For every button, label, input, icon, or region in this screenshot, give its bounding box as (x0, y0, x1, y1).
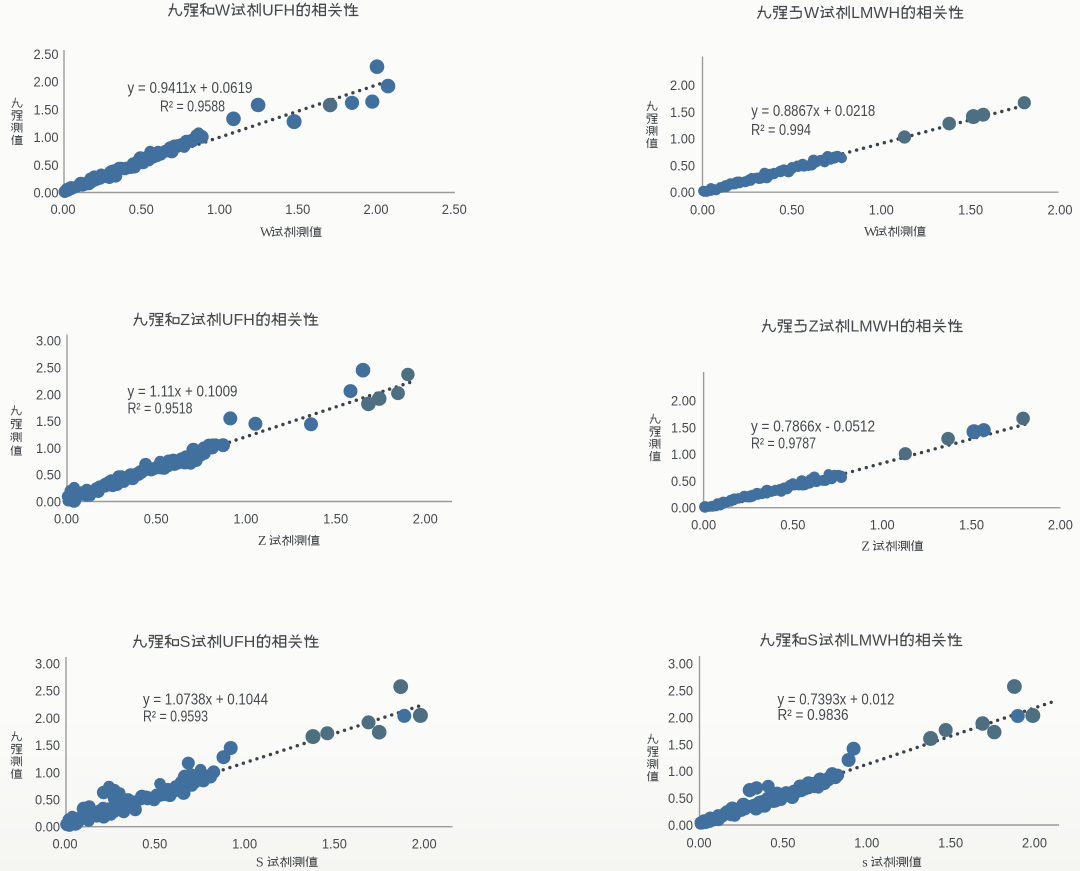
svg-text:1.50: 1.50 (36, 413, 61, 429)
svg-text:Z: Z (809, 319, 819, 336)
svg-text:y = 1.0738x + 0.1044: y = 1.0738x + 0.1044 (143, 692, 268, 709)
svg-text:UFH: UFH (222, 312, 255, 329)
svg-text:1.50: 1.50 (938, 835, 963, 851)
svg-text:R² = 0.9836: R² = 0.9836 (778, 707, 849, 724)
svg-text:LMWH: LMWH (851, 5, 900, 22)
svg-text:0.50: 0.50 (36, 467, 61, 483)
svg-text:2.00: 2.00 (1048, 202, 1073, 218)
svg-text:1.00: 1.00 (34, 129, 59, 145)
svg-text:1.50: 1.50 (959, 517, 984, 533)
svg-text:1.00: 1.00 (670, 131, 695, 147)
svg-text:R² = 0.9787: R² = 0.9787 (751, 436, 816, 453)
svg-text:0.50: 0.50 (129, 201, 154, 217)
svg-text:y = 0.9411x + 0.0619: y = 0.9411x + 0.0619 (128, 80, 253, 97)
svg-text:1.50: 1.50 (285, 201, 310, 217)
svg-text:W: W (804, 5, 820, 22)
svg-text:3.00: 3.00 (36, 333, 61, 349)
svg-text:2.00: 2.00 (34, 74, 59, 90)
svg-text:S: S (807, 633, 818, 650)
svg-text:0.50: 0.50 (34, 157, 59, 173)
svg-text:R² = 0.9593: R² = 0.9593 (143, 709, 208, 726)
svg-text:0.00: 0.00 (690, 202, 715, 218)
svg-text:y = 1.11x + 0.1009: y = 1.11x + 0.1009 (128, 384, 238, 401)
svg-text:2.50: 2.50 (442, 201, 467, 217)
svg-text:0.00: 0.00 (53, 836, 78, 852)
svg-text:1.50: 1.50 (322, 836, 347, 852)
svg-text:0.00: 0.00 (35, 819, 60, 835)
svg-text:2.00: 2.00 (668, 709, 693, 725)
svg-text:S: S (180, 634, 191, 651)
svg-text:R² = 0.994: R² = 0.994 (751, 122, 811, 139)
svg-text:R² = 0.9588: R² = 0.9588 (160, 99, 225, 116)
svg-text:1.00: 1.00 (671, 446, 696, 462)
svg-text:0.00: 0.00 (670, 184, 695, 200)
svg-text:W: W (260, 226, 274, 241)
svg-text:2.50: 2.50 (35, 683, 60, 699)
svg-text:y = 0.7393x + 0.012: y = 0.7393x + 0.012 (778, 692, 895, 709)
svg-text:2.00: 2.00 (671, 393, 696, 409)
svg-text:0.50: 0.50 (670, 157, 695, 173)
svg-text:3.00: 3.00 (35, 656, 60, 672)
svg-text:0.50: 0.50 (779, 202, 804, 218)
svg-text:R² = 0.9518: R² = 0.9518 (128, 401, 193, 418)
svg-text:W: W (215, 3, 231, 20)
svg-text:Z: Z (258, 534, 267, 549)
svg-text:0.50: 0.50 (35, 792, 60, 808)
svg-text:0.00: 0.00 (687, 835, 712, 851)
svg-text:1.50: 1.50 (670, 104, 695, 120)
svg-text:0.00: 0.00 (54, 511, 79, 527)
svg-text:1.00: 1.00 (233, 511, 258, 527)
svg-text:1.00: 1.00 (869, 202, 894, 218)
svg-text:Z: Z (861, 540, 870, 555)
svg-text:0.00: 0.00 (34, 185, 59, 201)
svg-text:1.00: 1.00 (35, 764, 60, 780)
svg-text:1.50: 1.50 (668, 736, 693, 752)
svg-text:3.00: 3.00 (668, 656, 693, 672)
svg-text:UFH: UFH (262, 3, 295, 20)
svg-text:1.50: 1.50 (958, 202, 983, 218)
svg-text:0.00: 0.00 (51, 201, 76, 217)
svg-text:1.00: 1.00 (207, 201, 232, 217)
svg-text:2.50: 2.50 (36, 360, 61, 376)
svg-text:0.50: 0.50 (780, 517, 805, 533)
svg-text:2.50: 2.50 (668, 683, 693, 699)
svg-text:1.50: 1.50 (34, 101, 59, 117)
svg-text:S: S (256, 856, 264, 871)
svg-text:Z: Z (180, 312, 190, 329)
svg-text:0.50: 0.50 (142, 836, 167, 852)
svg-text:1.00: 1.00 (870, 517, 895, 533)
svg-text:W: W (864, 225, 878, 240)
svg-text:0.50: 0.50 (770, 835, 795, 851)
svg-text:UFH: UFH (222, 634, 255, 651)
svg-text:0.50: 0.50 (668, 790, 693, 806)
svg-text:0.50: 0.50 (671, 473, 696, 489)
svg-text:2.00: 2.00 (1022, 835, 1047, 851)
svg-text:1.00: 1.00 (232, 836, 257, 852)
svg-text:y = 0.8867x + 0.0218: y = 0.8867x + 0.0218 (751, 103, 875, 120)
svg-text:0.00: 0.00 (668, 817, 693, 833)
svg-text:LMWH: LMWH (850, 633, 899, 650)
svg-text:y = 0.7866x - 0.0512: y = 0.7866x - 0.0512 (751, 419, 875, 436)
svg-text:LMWH: LMWH (850, 319, 899, 336)
svg-text:2.50: 2.50 (34, 46, 59, 62)
svg-text:2.00: 2.00 (1048, 517, 1073, 533)
svg-text:1.50: 1.50 (671, 419, 696, 435)
svg-text:1.00: 1.00 (668, 763, 693, 779)
svg-text:1.50: 1.50 (323, 511, 348, 527)
svg-text:0.00: 0.00 (691, 517, 716, 533)
svg-text:2.00: 2.00 (670, 77, 695, 93)
svg-text:2.00: 2.00 (35, 710, 60, 726)
svg-text:2.00: 2.00 (364, 201, 389, 217)
svg-text:0.00: 0.00 (36, 494, 61, 510)
svg-text:1.00: 1.00 (36, 440, 61, 456)
svg-text:2.00: 2.00 (413, 511, 438, 527)
svg-text:2.00: 2.00 (412, 836, 437, 852)
svg-text:0.50: 0.50 (144, 511, 169, 527)
svg-text:0.00: 0.00 (671, 500, 696, 516)
svg-text:1.50: 1.50 (35, 737, 60, 753)
svg-text:1.00: 1.00 (854, 835, 879, 851)
svg-text:s: s (862, 856, 867, 871)
svg-text:2.00: 2.00 (36, 386, 61, 402)
